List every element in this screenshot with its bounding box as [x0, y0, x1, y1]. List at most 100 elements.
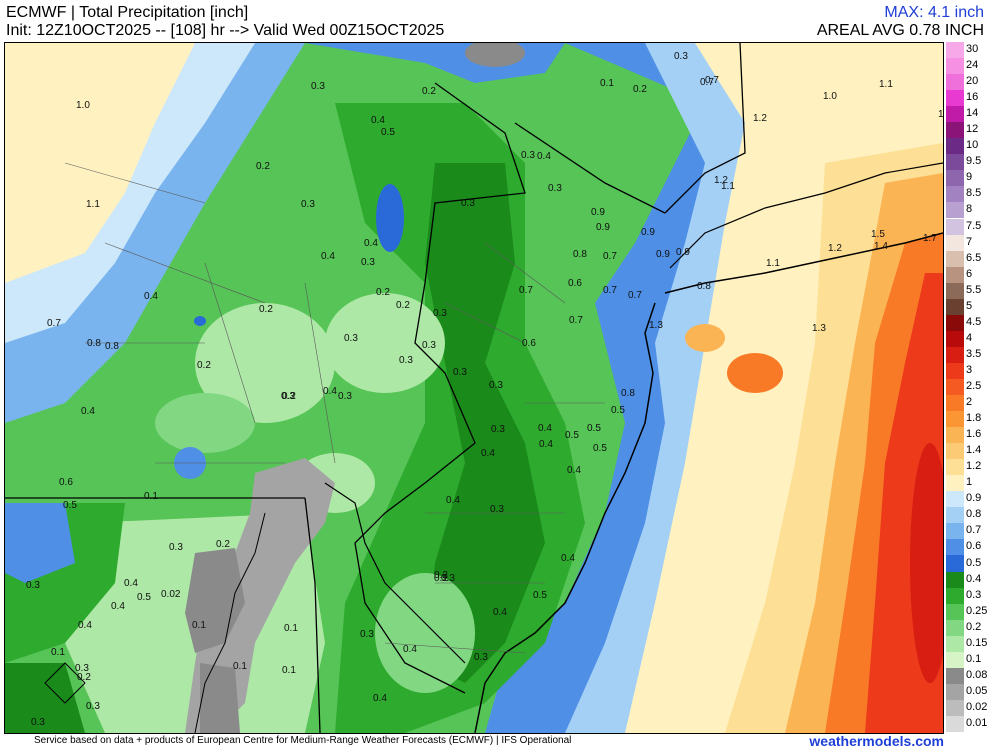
legend-row: 0.1	[946, 651, 998, 668]
legend-row: 14	[946, 106, 998, 123]
legend-row: 5.5	[946, 282, 998, 299]
precip-value-label: 0.3	[86, 701, 100, 712]
precip-value-label: 0.2	[216, 539, 230, 550]
legend-label: 10	[966, 139, 979, 152]
legend-swatch	[946, 58, 964, 75]
legend-row: 2.5	[946, 378, 998, 395]
state-boundary-de	[304, 497, 321, 733]
precip-value-label: 0.9	[656, 249, 670, 260]
dc-boundary	[44, 662, 86, 704]
legend-row: 0.7	[946, 523, 998, 540]
legend-swatch	[946, 378, 964, 395]
legend-row: 7	[946, 234, 998, 251]
precip-value-label: 0.7	[700, 77, 714, 88]
precip-value-label: 0.3	[461, 198, 475, 209]
legend-label: 16	[966, 91, 979, 104]
gray-cell-top	[465, 43, 525, 67]
legend-row: 2	[946, 395, 998, 412]
precip-value-label: 0.1	[233, 661, 247, 672]
precip-value-label: 0.7	[519, 285, 533, 296]
legend-swatch	[946, 491, 964, 508]
precip-value-label: 0.4	[81, 406, 95, 417]
legend-swatch	[946, 170, 964, 187]
precip-value-label: 0.3	[360, 629, 374, 640]
legend-swatch	[946, 266, 964, 283]
value-labels: 1.01.10.70.8 0.80.40.40.60.50.20.30.20.20…	[26, 51, 943, 728]
precip-value-label: 0.8	[87, 338, 101, 349]
gray-area-1	[185, 458, 335, 733]
legend-swatch	[946, 475, 964, 492]
precip-value-label: 1.2	[753, 113, 767, 124]
legend-swatch	[946, 459, 964, 476]
legend-row: 3	[946, 362, 998, 379]
legend-label: 1.4	[966, 444, 982, 457]
legend-swatch	[946, 555, 964, 572]
legend-label: 5	[966, 299, 973, 312]
precip-value-label: 0.4	[373, 693, 387, 704]
precip-value-label: 0.7	[603, 251, 617, 262]
precip-value-label: 0.3	[548, 183, 562, 194]
legend-row: 0.01	[946, 715, 998, 732]
precip-value-label: 0.9	[641, 227, 655, 238]
legend-label: 4	[966, 331, 973, 344]
gray-area-2	[185, 548, 245, 653]
legend-swatch	[946, 667, 964, 684]
precip-value-label: 0.9	[676, 247, 690, 258]
areal-average: AREAL AVG 0.78 INCH	[816, 22, 984, 39]
brand-link[interactable]: weathermodels.com	[809, 733, 944, 749]
legend-row: 16	[946, 90, 998, 107]
precip-value-label: 0.8	[105, 341, 119, 352]
precip-value-label: 0.4	[364, 238, 378, 249]
darkest-green	[425, 163, 545, 683]
precip-value-label: 0.4	[371, 115, 385, 126]
legend-swatch	[946, 683, 964, 700]
precip-value-label: 0.3	[344, 333, 358, 344]
legend-swatch	[946, 395, 964, 412]
precip-value-label: 0.2	[434, 570, 448, 581]
legend-swatch	[946, 427, 964, 444]
precip-value-label: 0.4	[539, 439, 553, 450]
color-legend: 30 24 20 16 14 12 10 9.5 9 8.5 8 7.5 7 6.5 6 5.5 5 4.5 4 3.…	[946, 42, 998, 732]
legend-swatch	[946, 298, 964, 315]
precip-value-label: 0.4	[111, 601, 125, 612]
legend-label: 0.15	[966, 636, 988, 649]
precip-value-label: 0.7	[569, 315, 583, 326]
precip-value-label: 0.3	[169, 542, 183, 553]
precip-value-label: 0.2	[376, 287, 390, 298]
legend-label: 7	[966, 235, 973, 248]
precip-value-label: 0.3	[489, 380, 503, 391]
legend-row: 7.5	[946, 218, 998, 235]
precip-value-label: 0.4	[323, 386, 337, 397]
legend-row: 6.5	[946, 250, 998, 267]
precip-value-label: 0.3	[281, 391, 295, 402]
legend-label: 1	[966, 476, 973, 489]
legend-label: 2.5	[966, 379, 982, 392]
legend-row: 1.6	[946, 427, 998, 444]
legend-label: 12	[966, 123, 979, 136]
legend-row: 1.8	[946, 411, 998, 428]
legend-row: 0.05	[946, 683, 998, 700]
delaware-bay	[324, 482, 466, 664]
legend-label: 0.01	[966, 716, 988, 729]
precip-value-label: 0.1	[600, 78, 614, 89]
legend-label: 0.7	[966, 524, 982, 537]
precip-value-label: 0.4	[538, 423, 552, 434]
legend-row: 0.02	[946, 699, 998, 716]
precip-value-label: 0.4	[321, 251, 335, 262]
legend-swatch	[946, 218, 964, 235]
legend-swatch	[946, 587, 964, 604]
precip-value-label: 1.1	[721, 181, 735, 192]
precip-value-label: 0.3	[422, 340, 436, 351]
precip-value-label: 0.1	[51, 647, 65, 658]
legend-swatch	[946, 186, 964, 203]
legend-row: 12	[946, 122, 998, 139]
precip-value-label: 0.6	[59, 477, 73, 488]
legend-label: 9	[966, 171, 973, 184]
legend-label: 6.5	[966, 251, 982, 264]
precip-value-label: 0.8	[621, 388, 635, 399]
legend-label: 1.2	[966, 460, 982, 473]
legend-label: 8.5	[966, 187, 982, 200]
legend-swatch	[946, 74, 964, 91]
legend-label: 4.5	[966, 315, 982, 328]
precip-value-label: 0.3	[301, 199, 315, 210]
